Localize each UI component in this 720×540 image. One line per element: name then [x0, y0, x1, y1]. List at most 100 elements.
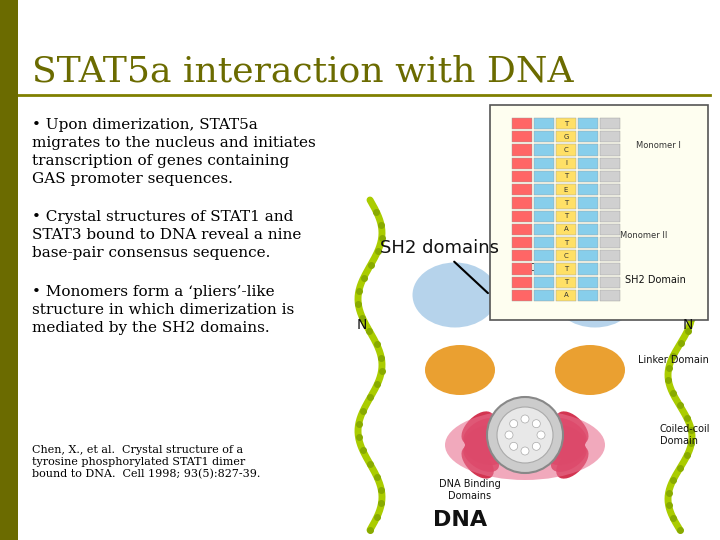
Bar: [534, 237, 554, 248]
Bar: [600, 290, 620, 301]
Text: SH2 Domain: SH2 Domain: [625, 275, 686, 285]
Bar: [578, 158, 598, 169]
Bar: [556, 171, 576, 182]
Text: E: E: [564, 187, 568, 193]
Ellipse shape: [463, 418, 499, 447]
Bar: [534, 290, 554, 301]
Text: T: T: [564, 279, 568, 285]
Bar: [512, 197, 532, 208]
Text: bound to DNA.  Cell 1998; 93(5):827-39.: bound to DNA. Cell 1998; 93(5):827-39.: [32, 469, 261, 480]
Bar: [534, 250, 554, 261]
Text: STAT5a interaction with DNA: STAT5a interaction with DNA: [32, 55, 574, 89]
Bar: [534, 158, 554, 169]
Text: Monomer II: Monomer II: [620, 231, 667, 240]
Circle shape: [532, 442, 540, 450]
Bar: [556, 211, 576, 222]
Bar: [556, 197, 576, 208]
Bar: [600, 158, 620, 169]
Text: C: C: [564, 253, 568, 259]
Text: • Monomers form a ‘pliers’-like: • Monomers form a ‘pliers’-like: [32, 285, 274, 299]
Text: G: G: [563, 134, 569, 140]
Bar: [512, 211, 532, 222]
Ellipse shape: [557, 411, 588, 444]
Bar: [600, 118, 620, 129]
Bar: [600, 171, 620, 182]
Circle shape: [497, 407, 553, 463]
Bar: [556, 131, 576, 143]
Ellipse shape: [545, 436, 585, 459]
Bar: [534, 197, 554, 208]
Circle shape: [505, 431, 513, 439]
Text: T: T: [564, 120, 568, 126]
Bar: [512, 237, 532, 248]
Bar: [556, 184, 576, 195]
Text: Monomer I: Monomer I: [636, 140, 681, 150]
Text: structure in which dimerization is: structure in which dimerization is: [32, 303, 294, 317]
Bar: [556, 158, 576, 169]
Circle shape: [510, 442, 518, 450]
Text: base-pair consensus sequence.: base-pair consensus sequence.: [32, 246, 271, 260]
Text: T: T: [564, 266, 568, 272]
Bar: [600, 237, 620, 248]
Ellipse shape: [425, 345, 495, 395]
Ellipse shape: [465, 431, 505, 454]
Bar: [512, 224, 532, 235]
Bar: [600, 197, 620, 208]
Bar: [556, 276, 576, 288]
Ellipse shape: [555, 345, 625, 395]
Ellipse shape: [547, 425, 585, 449]
Bar: [556, 144, 576, 156]
Text: tyrosine phosphorylated STAT1 dimer: tyrosine phosphorylated STAT1 dimer: [32, 457, 246, 467]
Bar: [578, 276, 598, 288]
Circle shape: [532, 420, 540, 428]
Bar: [556, 264, 576, 274]
Bar: [534, 184, 554, 195]
Text: GAS promoter sequences.: GAS promoter sequences.: [32, 172, 233, 186]
Ellipse shape: [545, 431, 585, 454]
Ellipse shape: [500, 275, 550, 305]
Text: • Crystal structures of STAT1 and: • Crystal structures of STAT1 and: [32, 210, 293, 224]
Bar: [578, 290, 598, 301]
Bar: [556, 224, 576, 235]
Bar: [534, 211, 554, 222]
Text: transcription of genes containing: transcription of genes containing: [32, 154, 289, 168]
Bar: [512, 144, 532, 156]
Ellipse shape: [547, 441, 585, 465]
Circle shape: [521, 447, 529, 455]
Ellipse shape: [557, 447, 588, 478]
Text: I: I: [565, 160, 567, 166]
Bar: [512, 131, 532, 143]
Ellipse shape: [551, 418, 587, 447]
Bar: [512, 276, 532, 288]
Text: N: N: [357, 318, 367, 332]
Text: migrates to the nucleus and initiates: migrates to the nucleus and initiates: [32, 136, 316, 150]
Bar: [578, 144, 598, 156]
Bar: [512, 171, 532, 182]
Bar: [534, 276, 554, 288]
Bar: [578, 184, 598, 195]
Circle shape: [537, 431, 545, 439]
Ellipse shape: [445, 410, 605, 480]
Bar: [578, 171, 598, 182]
Text: Coiled-coil
Domain: Coiled-coil Domain: [660, 424, 711, 446]
Circle shape: [521, 415, 529, 423]
Bar: [534, 171, 554, 182]
Circle shape: [510, 420, 518, 428]
Ellipse shape: [462, 411, 494, 444]
Text: T: T: [564, 173, 568, 179]
Bar: [600, 211, 620, 222]
Bar: [534, 131, 554, 143]
Bar: [534, 224, 554, 235]
Bar: [490, 105, 708, 320]
Bar: [556, 250, 576, 261]
Bar: [512, 250, 532, 261]
Bar: [534, 144, 554, 156]
Bar: [556, 290, 576, 301]
Bar: [600, 264, 620, 274]
Bar: [578, 237, 598, 248]
Bar: [512, 118, 532, 129]
Text: SH2 domains: SH2 domains: [380, 239, 499, 293]
Bar: [600, 276, 620, 288]
Ellipse shape: [463, 444, 499, 472]
Bar: [0, 0, 18, 540]
